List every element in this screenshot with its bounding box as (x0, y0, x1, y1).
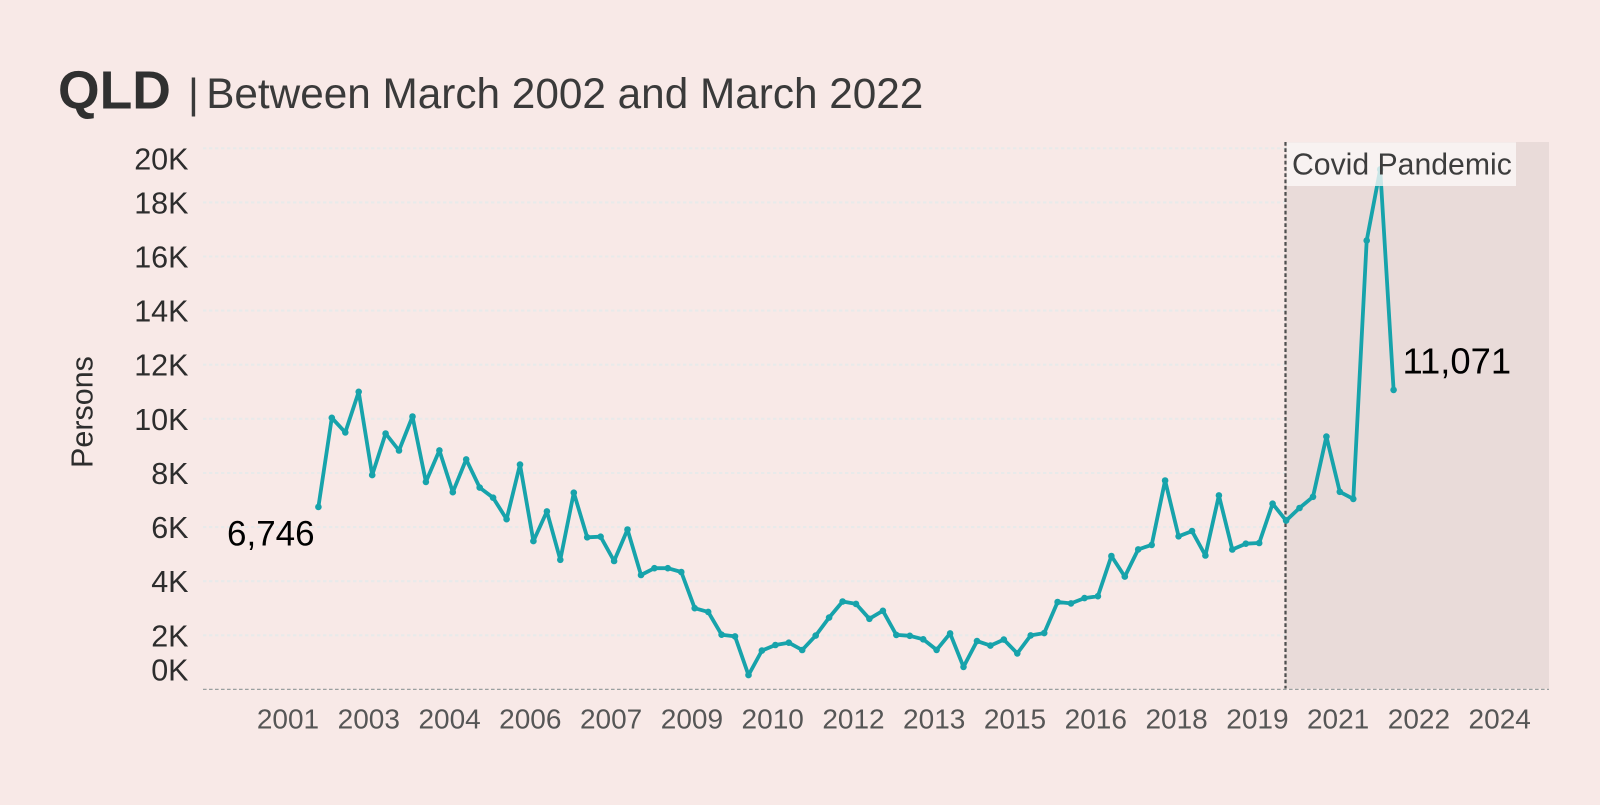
svg-text:Covid Pandemic: Covid Pandemic (1292, 149, 1512, 182)
svg-text:2018: 2018 (1145, 704, 1207, 735)
svg-text:20K: 20K (134, 143, 188, 177)
svg-text:2003: 2003 (338, 704, 400, 735)
svg-text:Between March 2002 and March 2: Between March 2002 and March 2022 (206, 70, 923, 117)
svg-text:10K: 10K (134, 403, 188, 437)
svg-text:2009: 2009 (661, 704, 723, 735)
svg-text:4K: 4K (151, 565, 188, 599)
svg-text:2012: 2012 (822, 704, 884, 735)
svg-text:11,071: 11,071 (1403, 341, 1512, 382)
svg-text:14K: 14K (134, 295, 188, 329)
svg-text:2004: 2004 (418, 704, 480, 735)
svg-text:2006: 2006 (499, 704, 561, 735)
svg-text:6K: 6K (151, 511, 188, 545)
svg-text:2015: 2015 (984, 704, 1046, 735)
svg-text:12K: 12K (134, 349, 188, 383)
svg-text:2019: 2019 (1226, 704, 1288, 735)
svg-text:16K: 16K (134, 241, 188, 275)
svg-text:Persons: Persons (66, 356, 100, 468)
svg-text:2010: 2010 (742, 704, 804, 735)
svg-text:2013: 2013 (903, 704, 965, 735)
svg-text:2007: 2007 (580, 704, 642, 735)
svg-text:2022: 2022 (1388, 704, 1450, 735)
svg-text:2001: 2001 (257, 704, 319, 735)
svg-text:8K: 8K (151, 457, 188, 491)
svg-text:2024: 2024 (1469, 704, 1531, 735)
svg-text:18K: 18K (134, 186, 188, 220)
svg-text:2K: 2K (151, 619, 188, 653)
svg-text:QLD: QLD (58, 62, 171, 121)
svg-text:2016: 2016 (1065, 704, 1127, 735)
svg-text:2021: 2021 (1307, 704, 1369, 735)
svg-text:6,746: 6,746 (227, 515, 315, 554)
svg-text:|: | (188, 70, 199, 117)
svg-text:0K: 0K (151, 654, 188, 688)
